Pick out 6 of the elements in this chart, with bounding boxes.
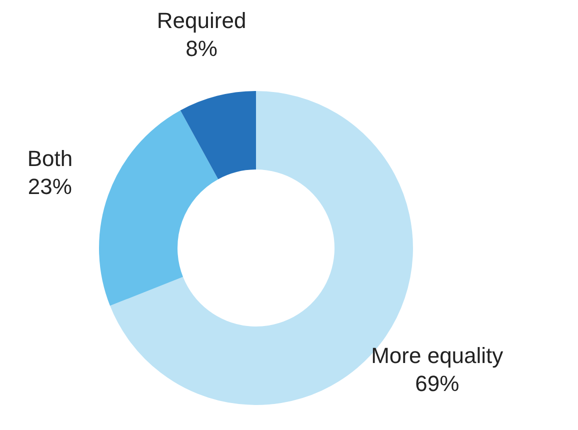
slice-label: Required: [156, 8, 246, 33]
slice-label: Both: [27, 146, 73, 171]
slice-label: More equality: [371, 343, 504, 368]
data-label: 69%: [415, 371, 460, 396]
data-label: 8%: [186, 36, 218, 61]
data-label: 23%: [28, 174, 72, 199]
